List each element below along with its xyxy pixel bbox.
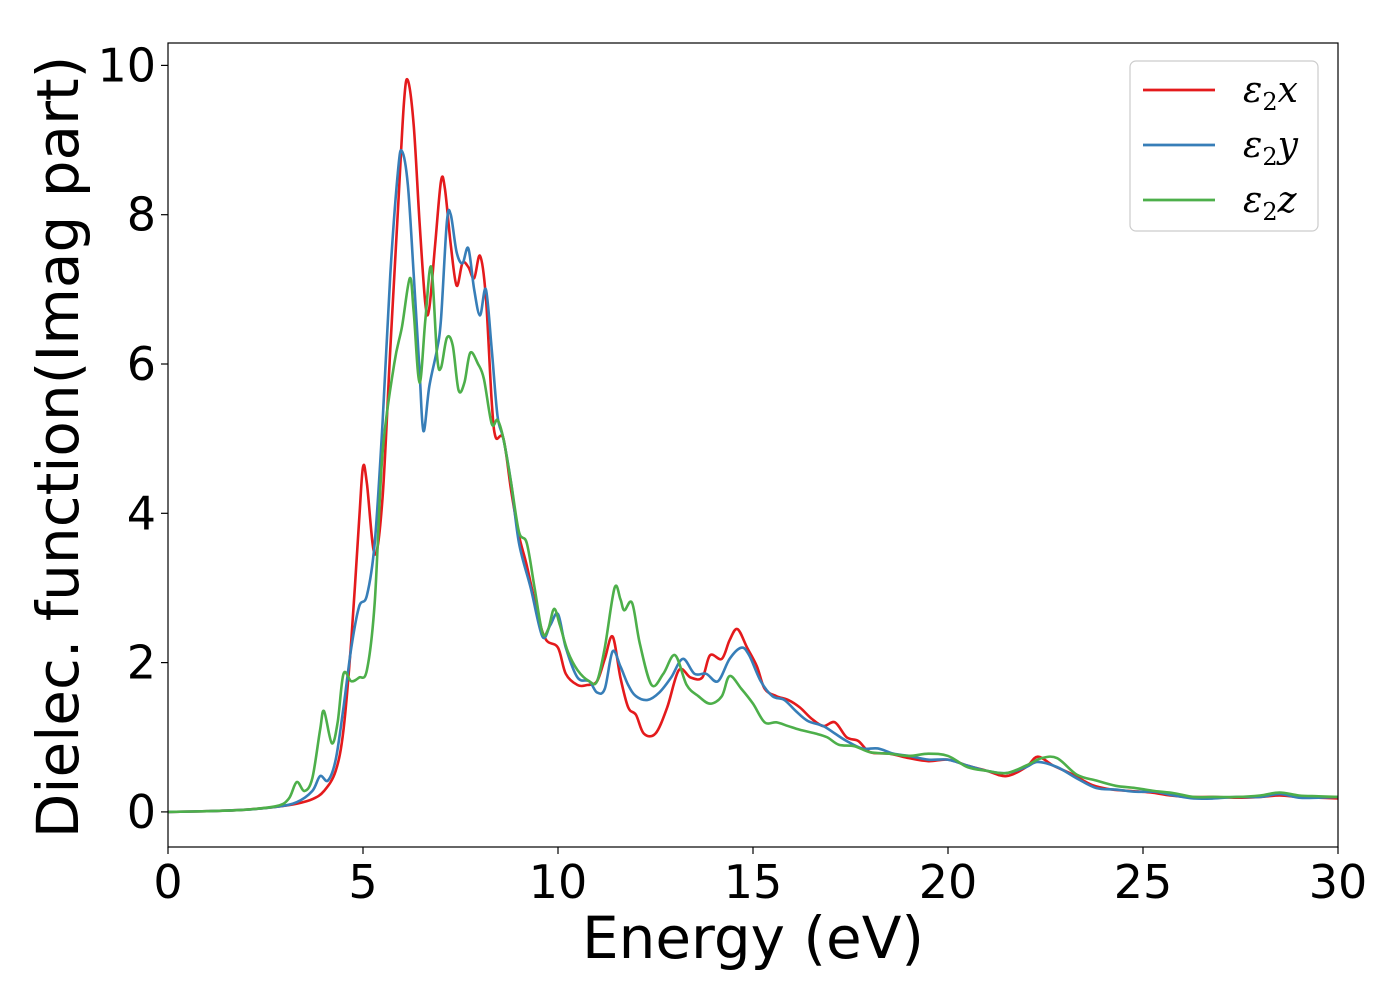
series-layer bbox=[168, 77, 1338, 814]
legend-label-eps2y: ε2y bbox=[1243, 125, 1299, 171]
y-axis-ticks: 0 2 4 6 8 10 bbox=[97, 38, 168, 839]
x-tick-label: 0 bbox=[153, 855, 182, 909]
y-tick-label: 2 bbox=[127, 636, 156, 690]
x-tick-label: 25 bbox=[1114, 855, 1173, 909]
x-axis-ticks: 0 5 10 15 20 25 30 bbox=[153, 847, 1367, 909]
x-tick-label: 5 bbox=[348, 855, 377, 909]
x-tick-label: 15 bbox=[724, 855, 783, 909]
y-axis-label: Dielec. function(Imag part) bbox=[24, 56, 92, 839]
x-axis-label: Energy (eV) bbox=[582, 904, 924, 972]
legend-label-eps2z: ε2z bbox=[1243, 180, 1298, 226]
x-tick-label: 30 bbox=[1309, 855, 1368, 909]
series-line-eps2x bbox=[168, 77, 1338, 814]
series-line-eps2y bbox=[168, 148, 1338, 814]
y-tick-label: 10 bbox=[97, 38, 156, 92]
x-tick-label: 20 bbox=[919, 855, 978, 909]
x-tick-label: 10 bbox=[529, 855, 588, 909]
legend-label-eps2x: ε2x bbox=[1243, 70, 1298, 116]
legend-box bbox=[1129, 60, 1319, 232]
y-tick-label: 0 bbox=[127, 785, 156, 839]
series-line-eps2z bbox=[168, 265, 1338, 814]
legend-entries: ε2x ε2y ε2z bbox=[1143, 70, 1299, 226]
legend: ε2x ε2y ε2z bbox=[1129, 60, 1319, 232]
y-tick-label: 4 bbox=[127, 486, 156, 540]
y-tick-label: 8 bbox=[127, 188, 156, 242]
y-tick-label: 6 bbox=[127, 337, 156, 391]
